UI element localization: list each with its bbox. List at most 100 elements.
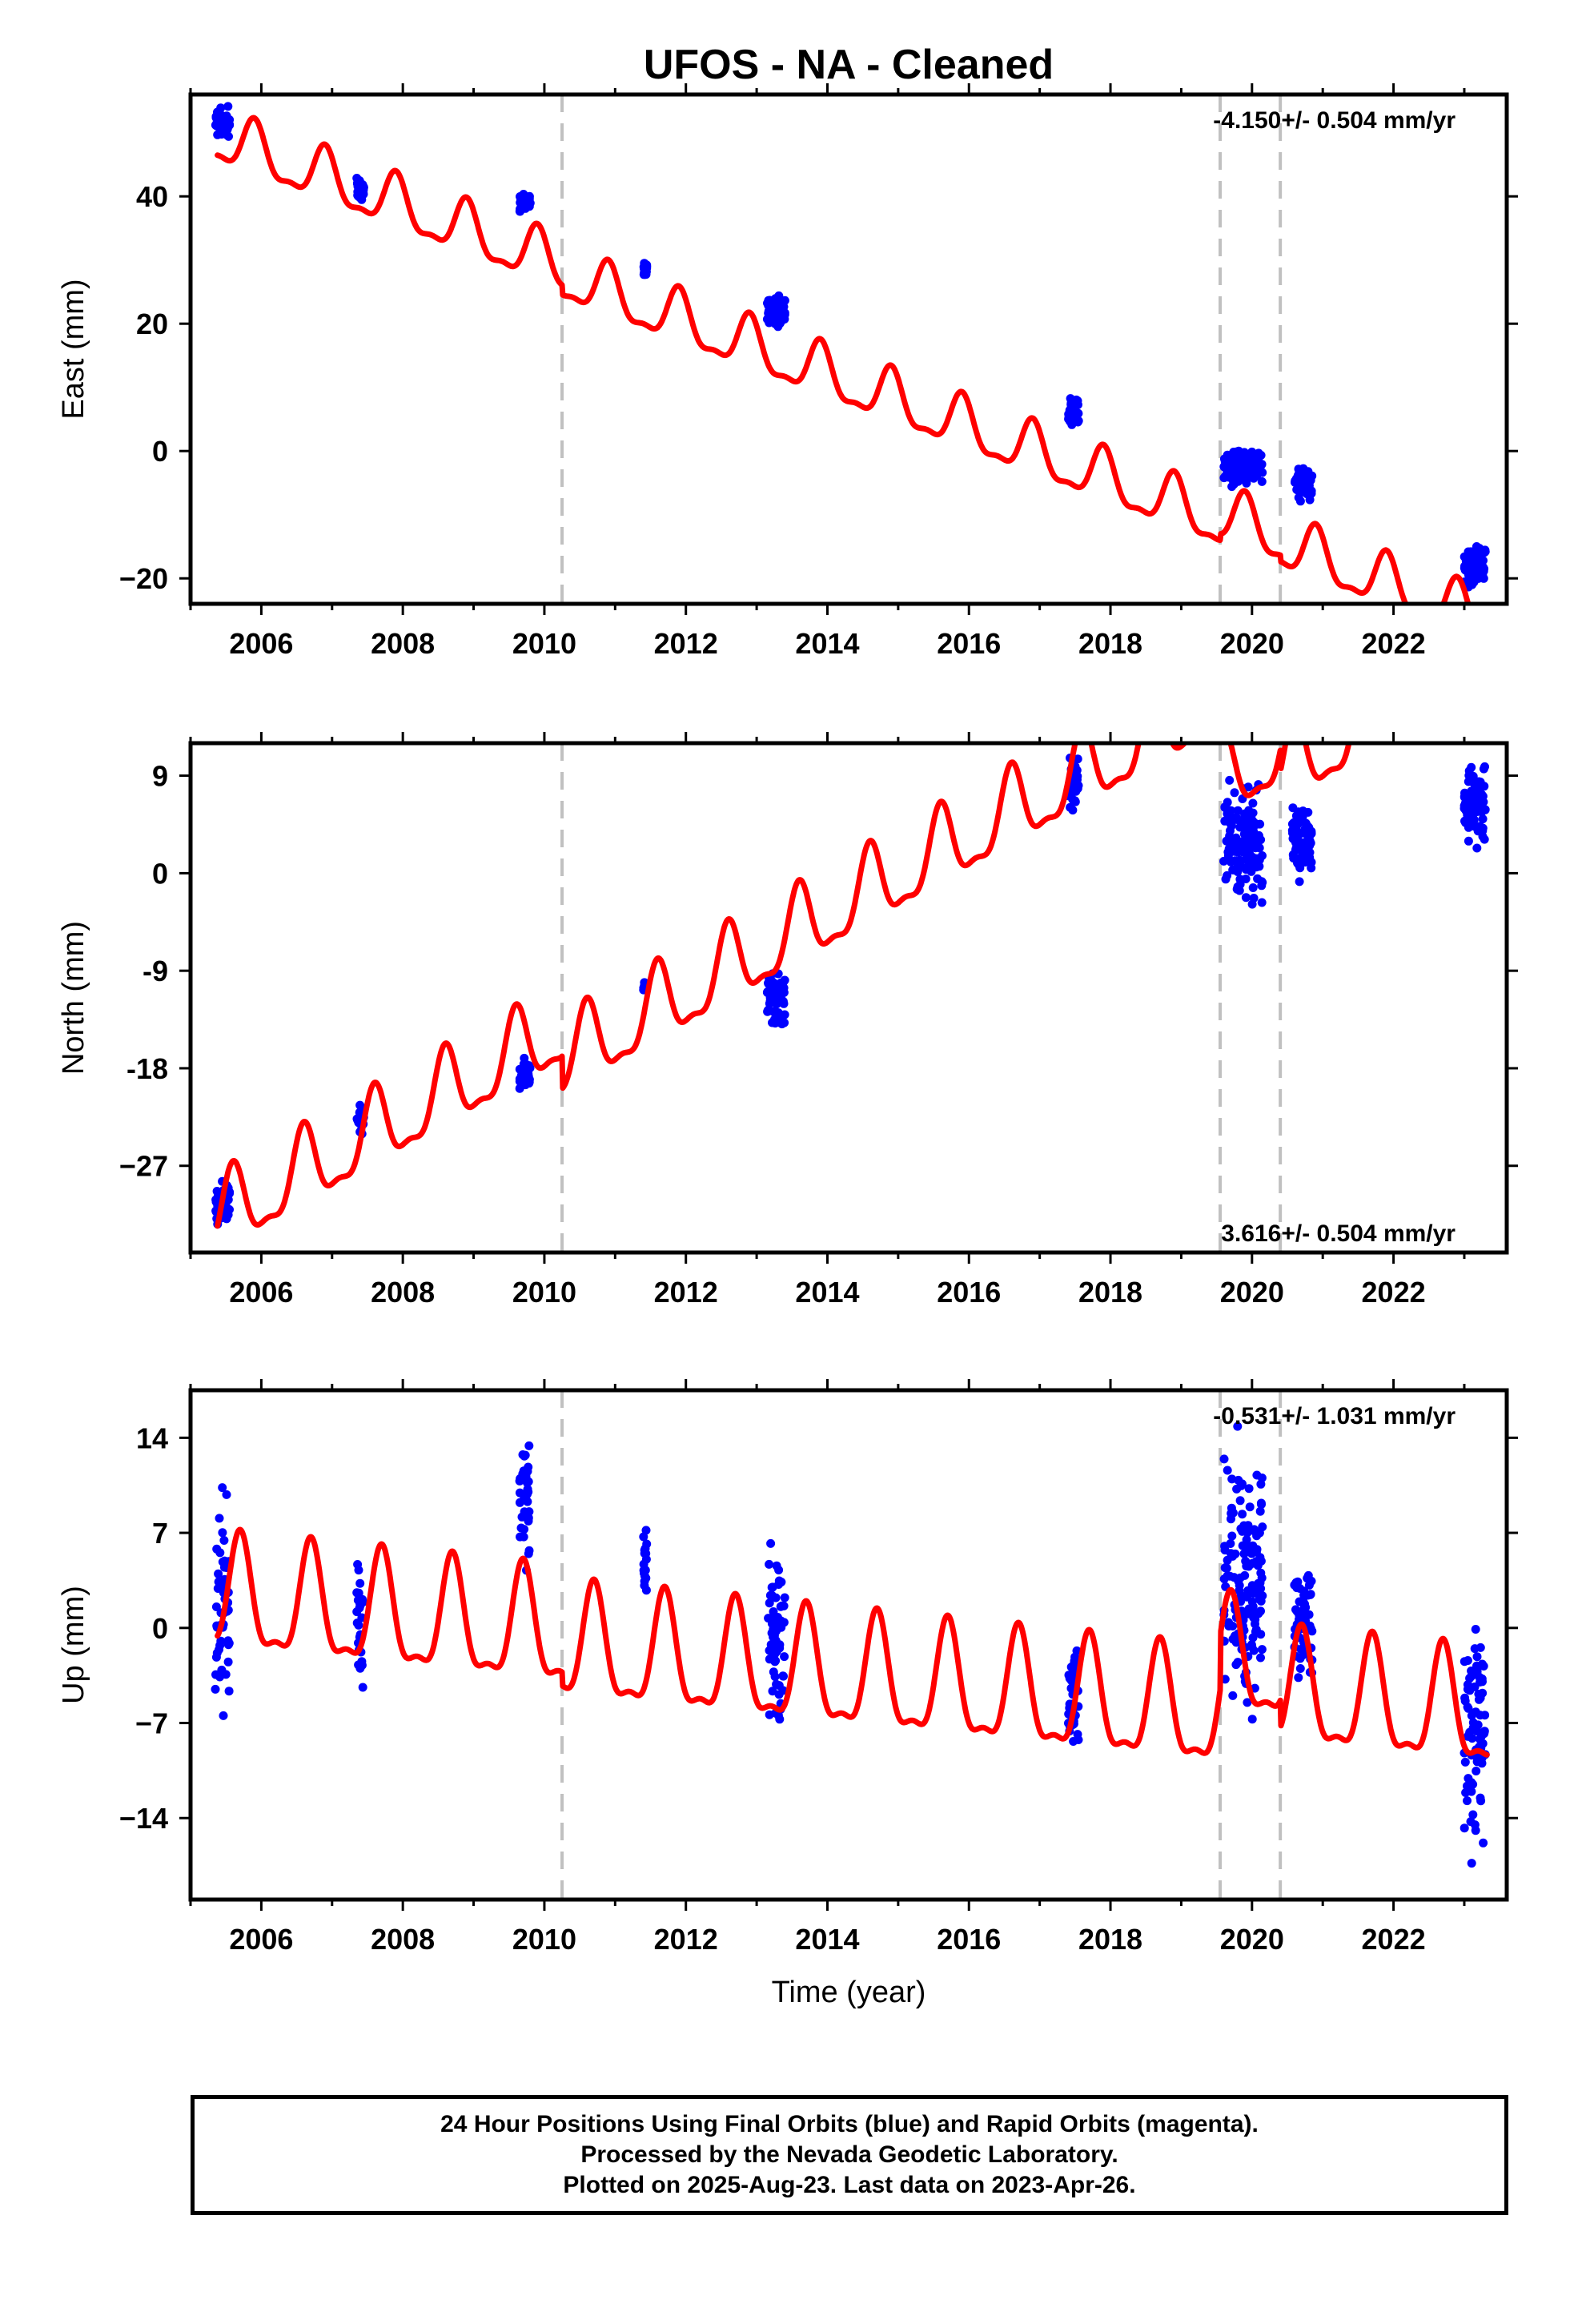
observation-point bbox=[641, 1526, 651, 1535]
x-tick-label: 2020 bbox=[1220, 1923, 1284, 1956]
observation-point bbox=[520, 1494, 529, 1504]
observation-point bbox=[1227, 821, 1236, 830]
observation-point bbox=[766, 1640, 776, 1650]
observation-point bbox=[1472, 1767, 1481, 1775]
model-curve bbox=[215, 1526, 1490, 1758]
observation-point bbox=[1295, 1664, 1305, 1673]
observation-point bbox=[1256, 1556, 1266, 1566]
observation-point bbox=[1241, 875, 1251, 883]
observation-point bbox=[640, 1581, 649, 1590]
observation-point bbox=[640, 270, 650, 279]
observation-point bbox=[1245, 808, 1255, 818]
x-tick-label: 2008 bbox=[371, 1276, 435, 1309]
observation-point bbox=[1072, 766, 1082, 775]
observation-point bbox=[767, 1628, 777, 1638]
observation-point bbox=[516, 1532, 524, 1542]
y-axis-label: Up (mm) bbox=[57, 1586, 90, 1704]
observation-point bbox=[358, 1594, 367, 1604]
observation-point bbox=[219, 1711, 228, 1720]
observation-point bbox=[1231, 856, 1240, 866]
observation-point bbox=[215, 1548, 225, 1558]
observation-point bbox=[214, 1569, 223, 1578]
observation-point bbox=[772, 1679, 781, 1689]
observation-point bbox=[1231, 1638, 1241, 1647]
observation-point bbox=[1256, 1568, 1266, 1578]
observation-point bbox=[1257, 1645, 1267, 1655]
observation-point bbox=[1223, 1555, 1232, 1565]
observation-point bbox=[1074, 1735, 1083, 1744]
observation-point bbox=[1222, 1563, 1231, 1573]
observation-point bbox=[1247, 1605, 1257, 1614]
observation-point bbox=[1295, 1597, 1304, 1606]
observation-point bbox=[522, 1075, 532, 1084]
observation-point bbox=[1301, 826, 1311, 836]
observation-point bbox=[1293, 1577, 1303, 1586]
plot-area bbox=[211, 94, 1490, 604]
observation-point bbox=[1065, 405, 1074, 415]
observation-point bbox=[776, 983, 785, 992]
observation-point bbox=[1070, 796, 1080, 806]
observation-point bbox=[1474, 567, 1484, 577]
observation-point bbox=[1293, 858, 1303, 868]
observation-point bbox=[770, 299, 779, 308]
observation-point bbox=[1247, 1581, 1257, 1590]
observation-point bbox=[1298, 1645, 1307, 1655]
observation-point bbox=[642, 260, 652, 270]
observation-point bbox=[219, 1536, 229, 1545]
observation-point bbox=[1219, 1454, 1229, 1464]
observation-point bbox=[1295, 497, 1305, 506]
observation-point bbox=[1255, 1528, 1264, 1538]
observation-point bbox=[1476, 778, 1485, 786]
observation-point bbox=[1245, 850, 1255, 859]
x-tick-label: 2014 bbox=[795, 1923, 859, 1956]
observation-point bbox=[520, 1525, 529, 1534]
axes-frame bbox=[188, 741, 1509, 1255]
observation-point bbox=[1066, 394, 1075, 404]
observation-point bbox=[216, 103, 226, 113]
observation-point bbox=[524, 1549, 533, 1558]
observation-point bbox=[1295, 877, 1304, 887]
observation-point bbox=[1256, 1653, 1265, 1663]
y-tick-label: 9 bbox=[152, 760, 168, 793]
observation-point bbox=[219, 112, 228, 122]
x-tick-label: 2018 bbox=[1078, 1276, 1142, 1309]
observation-point bbox=[777, 1622, 786, 1632]
axes-frame bbox=[188, 92, 1509, 606]
observation-point bbox=[1248, 883, 1258, 892]
observation-point bbox=[769, 1607, 778, 1616]
observation-point bbox=[1299, 806, 1307, 816]
observation-point bbox=[1479, 1838, 1488, 1848]
observation-point bbox=[774, 1580, 784, 1589]
x-tick-label: 2022 bbox=[1362, 627, 1426, 660]
observation-point bbox=[213, 130, 223, 139]
observation-point bbox=[1231, 1549, 1240, 1558]
north-panel: 2006 2008 2010 2012 2014 2016 2018 2020 2022 −27 -… bbox=[57, 732, 1518, 1309]
observation-point bbox=[1476, 1796, 1486, 1806]
velocity-label: -4.150+/- 0.504 mm/yr bbox=[1213, 107, 1456, 134]
observation-point bbox=[1229, 452, 1239, 462]
observation-point bbox=[640, 1568, 648, 1578]
observation-point bbox=[1241, 453, 1251, 463]
observation-point bbox=[354, 1620, 363, 1630]
plot-area bbox=[211, 1390, 1490, 1900]
observation-point bbox=[1288, 828, 1297, 838]
observation-point bbox=[1256, 1596, 1266, 1606]
x-tick-label: 2008 bbox=[371, 1923, 435, 1956]
y-tick-label: −27 bbox=[119, 1150, 168, 1183]
y-tick-label: 0 bbox=[152, 857, 168, 890]
observation-point bbox=[1073, 754, 1082, 764]
observation-point bbox=[1475, 1735, 1484, 1744]
observation-point bbox=[1244, 1484, 1254, 1494]
footer-caption: 24 Hour Positions Using Final Orbits (bl… bbox=[191, 2095, 1508, 2215]
x-tick-label: 2006 bbox=[229, 1923, 293, 1956]
x-tick-label: 2020 bbox=[1220, 1276, 1284, 1309]
observation-point bbox=[223, 1636, 233, 1646]
observation-point bbox=[1251, 1625, 1261, 1634]
observation-point bbox=[1479, 1662, 1488, 1671]
observation-point bbox=[1238, 847, 1247, 857]
observation-point bbox=[776, 1018, 785, 1027]
observation-point bbox=[1465, 788, 1475, 798]
y-tick-label: 0 bbox=[152, 1612, 168, 1645]
x-tick-label: 2012 bbox=[654, 627, 718, 660]
